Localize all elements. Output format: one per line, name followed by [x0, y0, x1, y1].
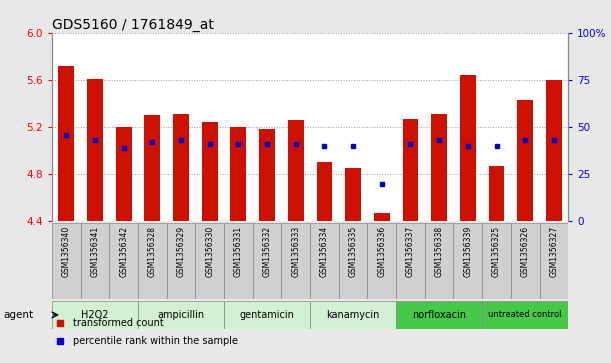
Bar — [259, 130, 275, 221]
Text: GSM1356326: GSM1356326 — [521, 225, 530, 277]
Bar — [460, 75, 476, 221]
Text: GSM1356329: GSM1356329 — [177, 225, 186, 277]
Text: GSM1356334: GSM1356334 — [320, 225, 329, 277]
Text: ampicillin: ampicillin — [158, 310, 205, 320]
Bar — [518, 100, 533, 221]
Text: GSM1356333: GSM1356333 — [291, 225, 300, 277]
Bar — [310, 223, 338, 299]
Text: untreated control: untreated control — [488, 310, 562, 319]
Bar — [87, 79, 103, 221]
Bar — [288, 120, 304, 221]
Text: GSM1356337: GSM1356337 — [406, 225, 415, 277]
Bar — [224, 301, 310, 329]
Bar — [230, 127, 246, 221]
Bar — [81, 223, 109, 299]
Text: GSM1356331: GSM1356331 — [234, 225, 243, 277]
Bar — [282, 223, 310, 299]
Bar — [511, 223, 540, 299]
Bar — [224, 223, 253, 299]
Bar — [253, 223, 282, 299]
Bar — [396, 301, 482, 329]
Text: GSM1356328: GSM1356328 — [148, 225, 157, 277]
Text: GSM1356336: GSM1356336 — [377, 225, 386, 277]
Bar — [59, 66, 74, 221]
Text: GSM1356330: GSM1356330 — [205, 225, 214, 277]
Bar — [316, 163, 332, 221]
Bar — [489, 166, 505, 221]
Text: gentamicin: gentamicin — [240, 310, 295, 320]
Text: agent: agent — [3, 310, 33, 320]
Text: GSM1356332: GSM1356332 — [263, 225, 271, 277]
Bar — [167, 223, 196, 299]
Bar — [546, 80, 562, 221]
Bar — [196, 223, 224, 299]
Bar — [173, 114, 189, 221]
Text: GDS5160 / 1761849_at: GDS5160 / 1761849_at — [52, 18, 214, 32]
Text: transformed count: transformed count — [73, 318, 163, 328]
Bar — [403, 119, 419, 221]
Text: GSM1356338: GSM1356338 — [434, 225, 444, 277]
Text: GSM1356325: GSM1356325 — [492, 225, 501, 277]
Text: kanamycin: kanamycin — [326, 310, 380, 320]
Text: percentile rank within the sample: percentile rank within the sample — [73, 336, 238, 346]
Text: GSM1356340: GSM1356340 — [62, 225, 71, 277]
Bar — [138, 301, 224, 329]
Bar — [138, 223, 167, 299]
Bar — [540, 223, 568, 299]
Bar — [109, 223, 138, 299]
Bar — [115, 127, 131, 221]
Bar — [425, 223, 453, 299]
Text: GSM1356342: GSM1356342 — [119, 225, 128, 277]
Bar — [453, 223, 482, 299]
Bar — [367, 223, 396, 299]
Bar — [310, 301, 396, 329]
Text: GSM1356327: GSM1356327 — [549, 225, 558, 277]
Bar — [482, 223, 511, 299]
Bar — [202, 122, 218, 221]
Bar — [144, 115, 160, 221]
Text: norfloxacin: norfloxacin — [412, 310, 466, 320]
Bar — [482, 301, 568, 329]
Text: GSM1356341: GSM1356341 — [90, 225, 100, 277]
Bar — [345, 168, 361, 221]
Bar — [396, 223, 425, 299]
Bar — [52, 301, 138, 329]
Bar — [52, 223, 81, 299]
Text: GSM1356335: GSM1356335 — [349, 225, 357, 277]
Bar — [431, 114, 447, 221]
Bar — [338, 223, 367, 299]
Bar — [374, 213, 390, 221]
Text: GSM1356339: GSM1356339 — [463, 225, 472, 277]
Text: H2O2: H2O2 — [81, 310, 109, 320]
